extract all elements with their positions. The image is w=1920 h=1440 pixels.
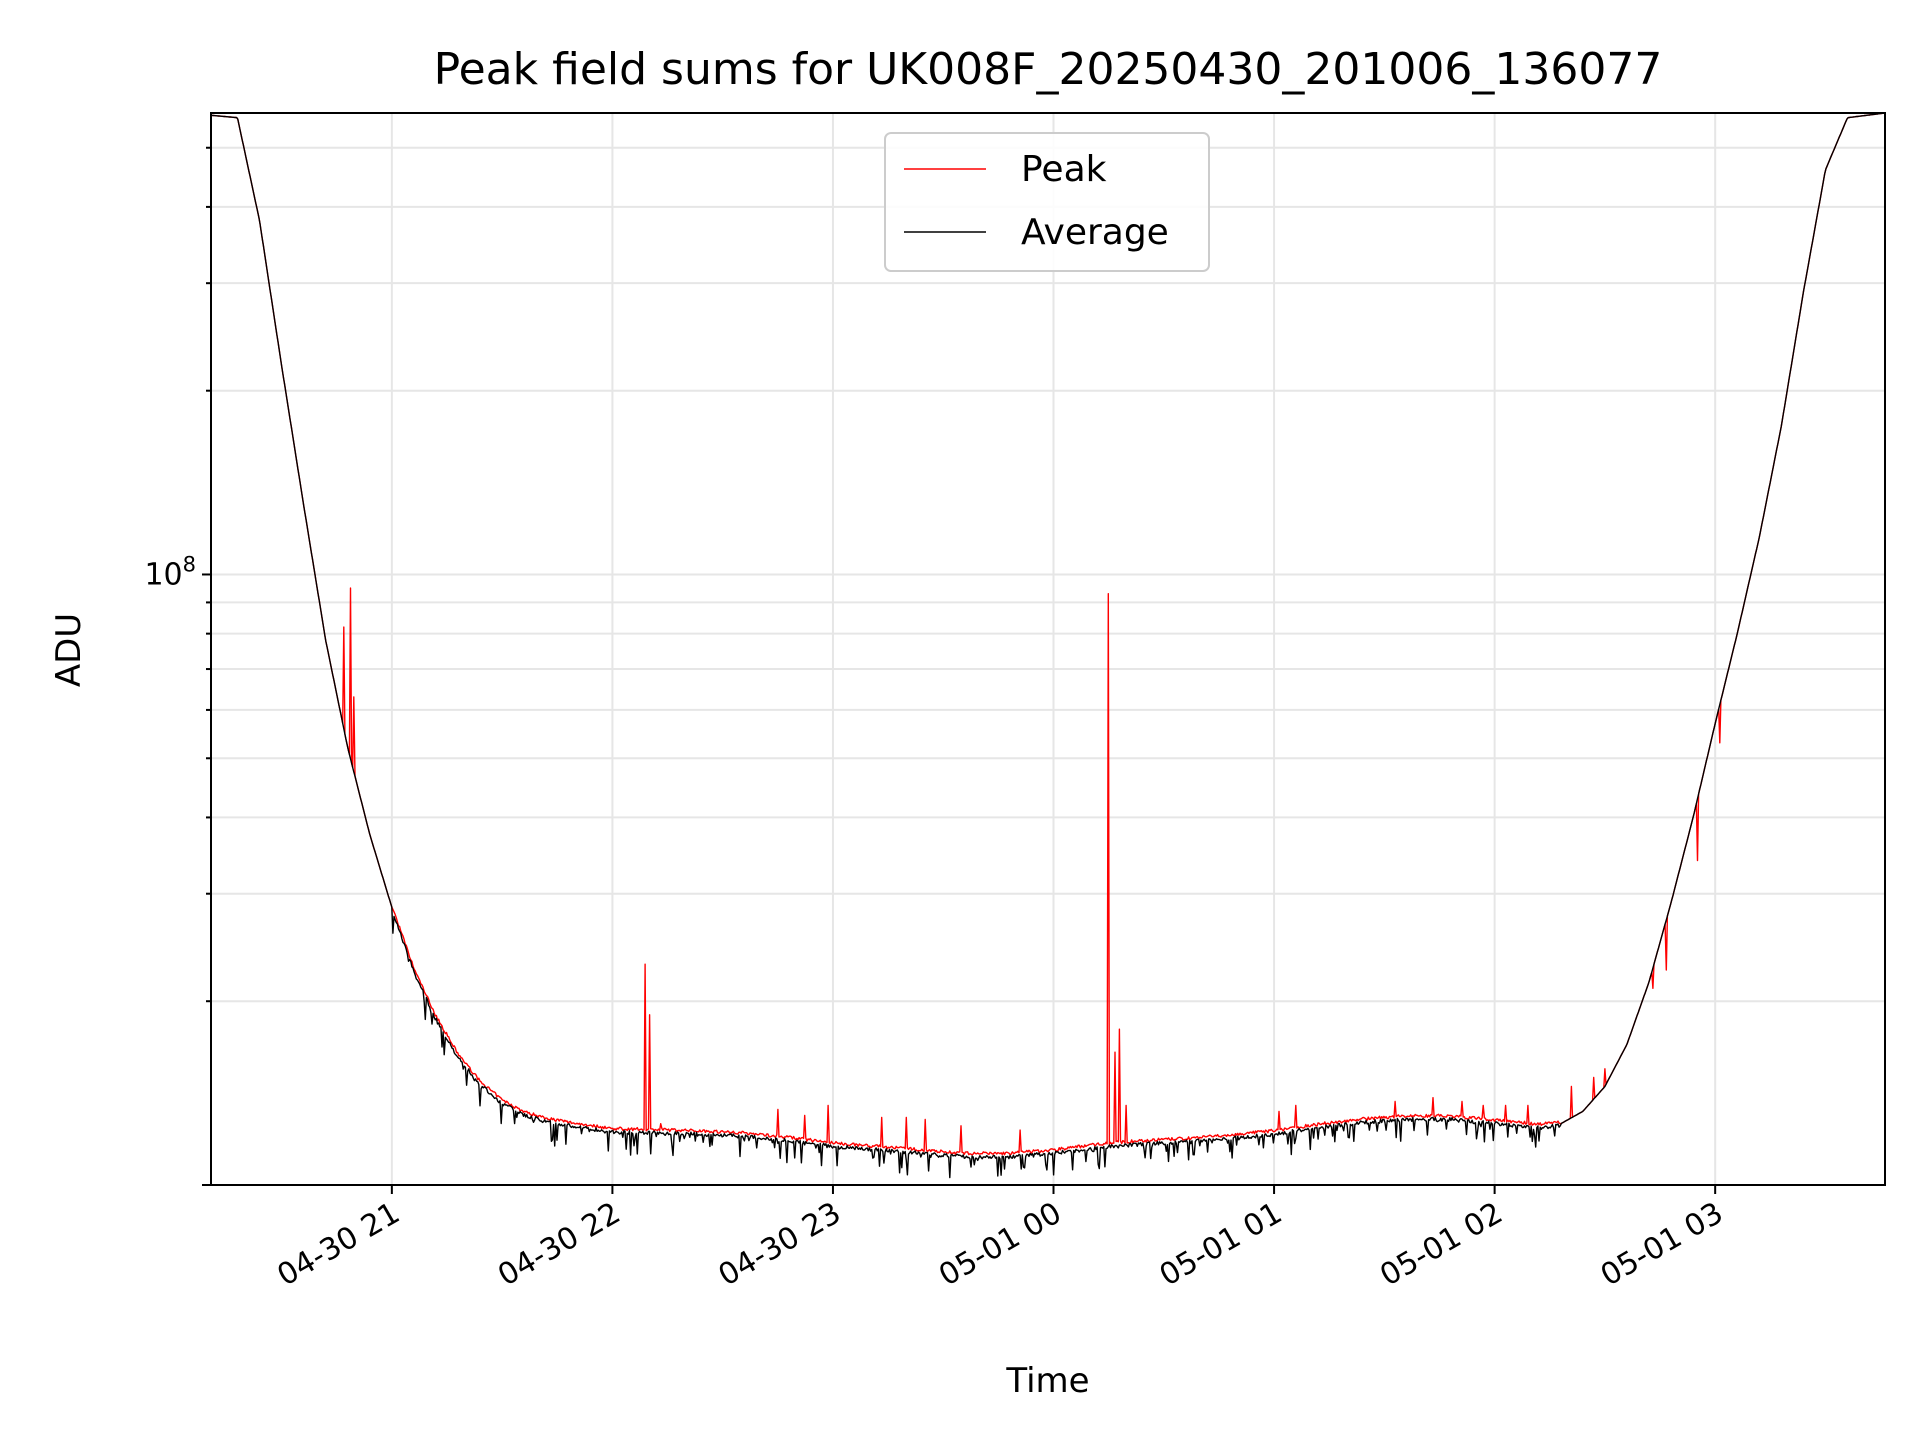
grid bbox=[211, 113, 1885, 1186]
y-axis-label: ADU bbox=[49, 613, 89, 687]
x-axis-label: Time bbox=[1005, 1361, 1089, 1401]
average-series-line bbox=[210, 112, 1886, 1179]
legend-label-peak: Peak bbox=[1021, 149, 1107, 190]
legend-label-average: Average bbox=[1021, 212, 1169, 253]
legend: Peak Average bbox=[884, 132, 1210, 272]
y-tick-label: 108 bbox=[144, 552, 196, 592]
chart-title: Peak field sums for UK008F_20250430_2010… bbox=[434, 44, 1663, 95]
series-layer bbox=[210, 112, 1886, 1179]
legend-box bbox=[884, 132, 1210, 272]
plot-frame bbox=[210, 112, 1886, 1186]
